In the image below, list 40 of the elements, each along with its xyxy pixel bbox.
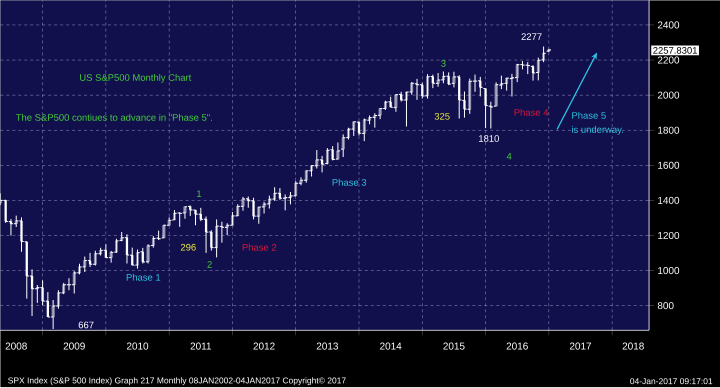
y-tick-label: 1000 (658, 266, 680, 274)
x-tick-label: 2012 (254, 342, 275, 350)
x-tick-label: 2009 (64, 342, 85, 350)
x-tick-label: 2013 (316, 342, 338, 350)
text: The S&P500 contiues to advance in "Phase 5". (16, 114, 212, 121)
annotation: 1 (197, 190, 202, 197)
annotation: 296 (180, 244, 196, 250)
annotation: is underway. (572, 126, 623, 135)
text: 04-Jan-2017 09:17:01 (630, 378, 712, 384)
x-tick-label: 2015 (443, 342, 465, 350)
text: SPX Index (S&P 500 Index) Graph 217 Monthly 08JAN2002-04JAN2017 Copyright© 2017 (8, 377, 346, 385)
annotation: Phase 3 (332, 178, 366, 186)
annotation: Phase 5 (572, 112, 606, 119)
annotation: 2 (207, 260, 212, 268)
y-tick-label: 2000 (658, 91, 680, 99)
text: 2257.8301 (653, 46, 697, 54)
x-tick-label: 2011 (190, 342, 212, 350)
y-tick-label: 2400 (658, 21, 680, 28)
x-tick-label: 2017 (570, 342, 592, 350)
y-tick-label: 1400 (658, 196, 680, 204)
y-tick-label: 1600 (658, 162, 680, 169)
y-tick-label: 1800 (658, 126, 680, 134)
annotation: 4 (506, 152, 512, 160)
y-tick-label: 800 (658, 302, 674, 310)
annotation: Phase 4 (514, 108, 548, 116)
annotation: Phase 2 (242, 244, 276, 251)
x-tick-label: 2016 (506, 342, 528, 350)
y-tick-label: 1200 (658, 232, 680, 239)
annotation: Phase 1 (126, 274, 160, 281)
y-tick-label: 2200 (658, 56, 680, 64)
x-tick-label: 2014 (380, 342, 402, 350)
x-tick-label: 2008 (6, 342, 27, 350)
annotation: 3 (441, 60, 446, 67)
annotation: 1810 (479, 134, 499, 142)
text: US S&P500 Monthly Chart (80, 74, 192, 83)
annotation: 2277 (522, 33, 542, 40)
x-tick-label: 2018 (622, 342, 644, 350)
annotation: 325 (434, 112, 450, 120)
annotation: 667 (78, 321, 94, 328)
x-tick-label: 2010 (126, 342, 148, 350)
